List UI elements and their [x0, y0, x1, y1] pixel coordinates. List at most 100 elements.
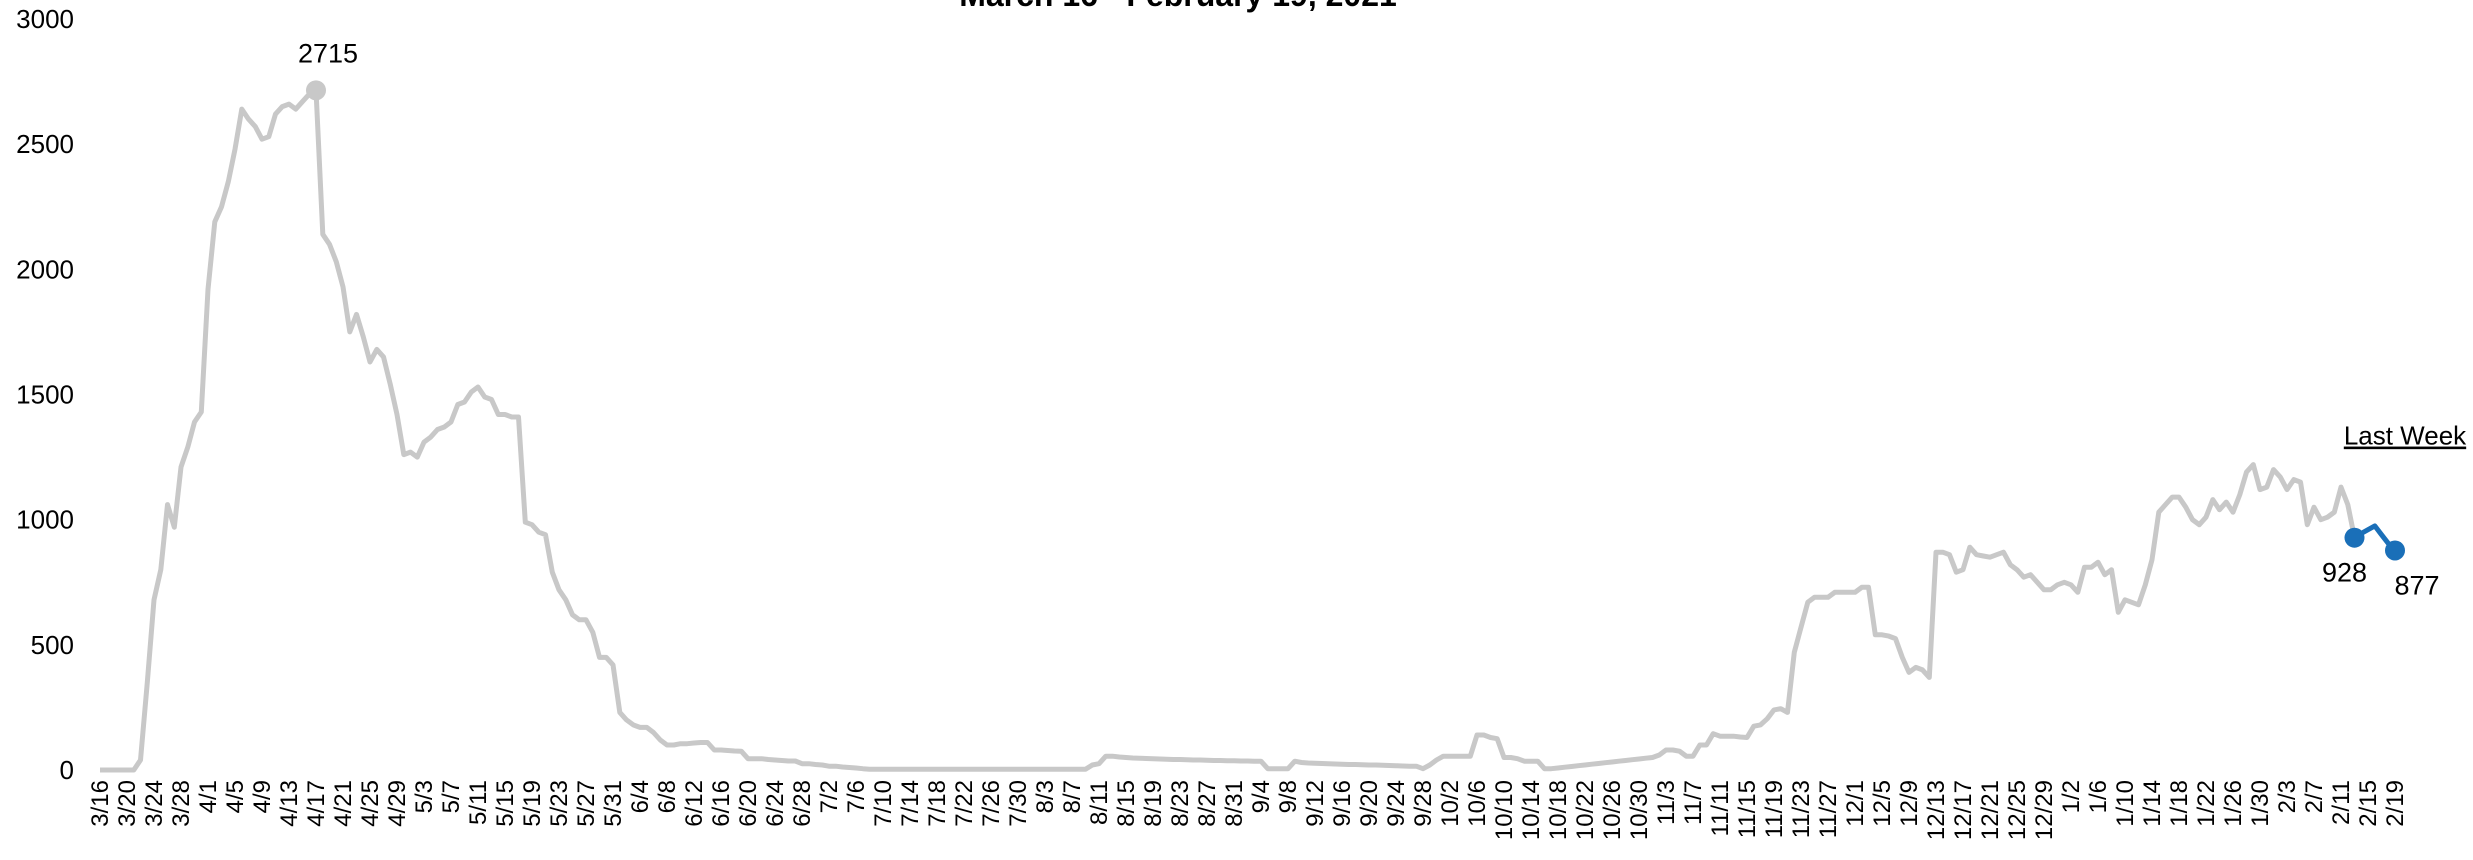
x-tick-label: 4/13	[276, 780, 303, 827]
x-tick-label: 6/20	[735, 780, 762, 827]
x-tick-label: 4/5	[222, 780, 249, 813]
y-tick-label: 3000	[16, 4, 74, 34]
x-tick-label: 10/2	[1437, 780, 1464, 827]
x-tick-label: 5/31	[600, 780, 627, 827]
x-tick-label: 11/15	[1734, 780, 1761, 838]
point-marker	[2344, 527, 2365, 548]
x-tick-label: 9/12	[1302, 780, 1329, 827]
x-tick-label: 4/9	[249, 780, 276, 813]
x-tick-label: 5/15	[492, 780, 519, 827]
data-label: 2715	[298, 38, 358, 68]
x-tick-label: 12/1	[1842, 780, 1869, 827]
x-tick-label: 4/29	[384, 780, 411, 827]
x-tick-label: 10/26	[1599, 780, 1626, 840]
y-tick-label: 500	[31, 630, 74, 660]
x-tick-label: 11/19	[1761, 780, 1788, 838]
x-tick-label: 5/11	[465, 780, 492, 825]
x-tick-label: 5/3	[411, 780, 438, 813]
x-tick-label: 10/30	[1626, 780, 1653, 840]
x-tick-label: 9/8	[1275, 780, 1302, 813]
x-tick-label: 1/22	[2193, 780, 2220, 827]
x-tick-label: 8/15	[1113, 780, 1140, 827]
x-tick-label: 3/24	[141, 780, 168, 827]
x-tick-label: 1/18	[2166, 780, 2193, 827]
x-tick-label: 1/2	[2058, 780, 2085, 813]
x-tick-label: 4/25	[357, 780, 384, 827]
x-tick-label: 12/25	[2004, 780, 2031, 840]
x-tick-label: 2/11	[2328, 780, 2355, 825]
x-tick-label: 7/2	[816, 780, 843, 813]
x-tick-label: 2/3	[2274, 780, 2301, 813]
x-tick-label: 11/3	[1653, 780, 1680, 825]
x-tick-label: 8/11	[1086, 780, 1113, 825]
x-tick-label: 1/26	[2220, 780, 2247, 827]
x-tick-label: 8/7	[1059, 780, 1086, 813]
series-name-label: Last Week	[2344, 421, 2467, 451]
x-tick-label: 9/20	[1356, 780, 1383, 827]
x-tick-label: 7/10	[870, 780, 897, 827]
y-tick-label: 0	[60, 755, 74, 785]
x-tick-label: 7/14	[897, 780, 924, 827]
x-tick-label: 11/7	[1680, 780, 1707, 825]
chart-title: March 16 - February 19, 2021	[959, 0, 1397, 13]
x-tick-label: 3/16	[87, 780, 114, 827]
data-label: 877	[2394, 570, 2439, 600]
x-tick-label: 10/22	[1572, 780, 1599, 840]
x-tick-label: 1/30	[2247, 780, 2274, 827]
y-tick-label: 1500	[16, 380, 74, 410]
y-tick-label: 1000	[16, 505, 74, 535]
x-tick-label: 4/1	[195, 780, 222, 813]
x-tick-label: 2/7	[2301, 780, 2328, 813]
x-tick-label: 1/14	[2139, 780, 2166, 827]
x-tick-label: 6/24	[762, 780, 789, 827]
x-tick-label: 10/6	[1464, 780, 1491, 827]
x-tick-label: 8/31	[1221, 780, 1248, 827]
x-tick-label: 11/23	[1788, 780, 1815, 838]
x-tick-label: 7/6	[843, 780, 870, 813]
x-tick-label: 8/27	[1194, 780, 1221, 827]
x-tick-label: 5/7	[438, 780, 465, 813]
series-line	[100, 87, 2357, 773]
x-tick-label: 3/28	[168, 780, 195, 827]
x-tick-label: 6/12	[681, 780, 708, 827]
x-tick-label: 12/5	[1869, 780, 1896, 827]
data-label: 928	[2322, 558, 2367, 588]
x-tick-label: 9/16	[1329, 780, 1356, 827]
x-tick-label: 11/11	[1707, 780, 1734, 837]
x-tick-label: 7/18	[924, 780, 951, 827]
x-tick-label: 3/20	[114, 780, 141, 827]
x-tick-label: 12/9	[1896, 780, 1923, 827]
x-tick-label: 11/27	[1815, 780, 1842, 838]
point-marker	[306, 80, 326, 101]
x-tick-label: 7/22	[951, 780, 978, 827]
x-tick-label: 5/23	[546, 780, 573, 827]
x-tick-label: 2/19	[2382, 780, 2409, 827]
x-tick-label: 7/30	[1005, 780, 1032, 827]
x-tick-label: 9/28	[1410, 780, 1437, 827]
point-marker	[2385, 540, 2405, 561]
y-tick-label: 2500	[16, 129, 74, 159]
x-tick-label: 5/27	[573, 780, 600, 827]
x-tick-label: 6/8	[654, 780, 681, 813]
x-tick-label: 6/4	[627, 780, 654, 813]
x-tick-label: 4/17	[303, 780, 330, 827]
x-tick-label: 7/26	[978, 780, 1005, 827]
x-tick-label: 8/23	[1167, 780, 1194, 827]
x-tick-label: 6/16	[708, 780, 735, 827]
x-tick-label: 9/4	[1248, 780, 1275, 813]
x-tick-label: 10/18	[1545, 780, 1572, 840]
x-tick-label: 2/15	[2355, 780, 2382, 827]
x-tick-label: 12/17	[1950, 780, 1977, 840]
x-tick-label: 10/14	[1518, 780, 1545, 840]
x-tick-label: 1/10	[2112, 780, 2139, 827]
x-tick-label: 5/19	[519, 780, 546, 827]
x-tick-label: 12/13	[1923, 780, 1950, 840]
y-tick-label: 2000	[16, 254, 74, 284]
x-tick-label: 12/21	[1977, 780, 2004, 840]
x-tick-label: 4/21	[330, 780, 357, 827]
x-tick-label: 1/6	[2085, 780, 2112, 813]
x-tick-label: 9/24	[1383, 780, 1410, 827]
x-tick-label: 8/19	[1140, 780, 1167, 827]
x-tick-label: 8/3	[1032, 780, 1059, 813]
